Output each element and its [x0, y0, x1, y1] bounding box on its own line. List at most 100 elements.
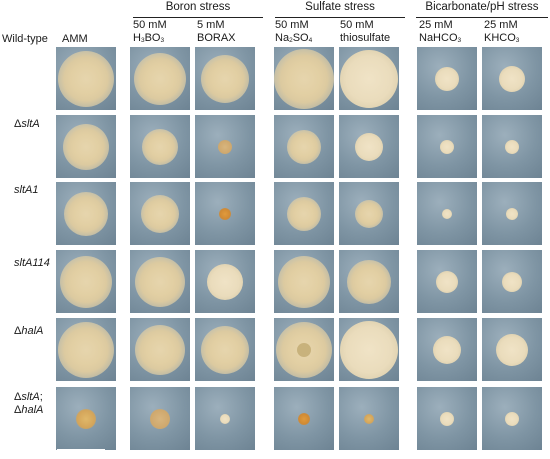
- plate-slta1-h3bo3: [130, 182, 190, 245]
- col-label-thiosulfate: 50 mM thiosulfate: [340, 19, 391, 44]
- colony: [364, 413, 374, 424]
- plate-dhala-amm: [56, 318, 116, 381]
- colony: [278, 255, 330, 308]
- group-rule-boron: [133, 17, 263, 18]
- plate-dslta-thiosulfate: [339, 115, 399, 178]
- plate-slta114-khco3: [482, 250, 542, 313]
- colony: [355, 132, 383, 161]
- plate-slta114-h3bo3: [130, 250, 190, 313]
- colony: [207, 263, 243, 300]
- colony: [355, 199, 383, 228]
- colony: [496, 333, 528, 366]
- row-label-wild-type: Wild-type: [2, 33, 48, 45]
- plate-dhala-nahco3: [417, 318, 477, 381]
- colony: [440, 411, 454, 426]
- colony: [135, 324, 185, 375]
- colony: [435, 66, 459, 91]
- col-label-nahco3: 25 mM NaHCO3: [419, 19, 462, 44]
- colony: [347, 259, 391, 304]
- plate-dhala-khco3: [482, 318, 542, 381]
- colony: [60, 255, 112, 308]
- plate-dslta-khco3: [482, 115, 542, 178]
- plate-slta1-borax: [195, 182, 255, 245]
- group-title-boron: Boron stress: [165, 1, 231, 13]
- colony: [340, 320, 398, 379]
- plate-dslta-na2so4: [274, 115, 334, 178]
- plate-dslta-dhala-amm: [56, 387, 116, 450]
- plate-slta1-khco3: [482, 182, 542, 245]
- row-label-delta-slta: ΔsltA: [14, 118, 40, 130]
- colony: [220, 413, 230, 424]
- col-label-na2so4: 50 mM Na2SO4: [275, 19, 313, 44]
- colony: [76, 408, 96, 429]
- plate-slta114-na2so4: [274, 250, 334, 313]
- colony: [287, 129, 321, 164]
- colony: [442, 208, 452, 219]
- plate-dslta-dhala-nahco3: [417, 387, 477, 450]
- plate-dslta-dhala-khco3: [482, 387, 542, 450]
- colony: [141, 194, 179, 233]
- group-rule-bicarbonate: [416, 17, 548, 18]
- plate-slta114-thiosulfate: [339, 250, 399, 313]
- colony: [134, 52, 186, 105]
- colony: [287, 196, 321, 231]
- colony: [58, 321, 114, 378]
- colony: [64, 191, 108, 236]
- group-rule-sulfate: [275, 17, 405, 18]
- colony: [58, 50, 114, 107]
- plate-slta114-nahco3: [417, 250, 477, 313]
- colony: [274, 48, 334, 109]
- colony: [440, 139, 454, 154]
- colony: [218, 139, 232, 154]
- plate-dslta-dhala-h3bo3: [130, 387, 190, 450]
- colony: [502, 271, 522, 292]
- plate-wt-thiosulfate: [339, 47, 399, 110]
- plate-wt-h3bo3: [130, 47, 190, 110]
- colony: [63, 123, 109, 170]
- plate-dslta-nahco3: [417, 115, 477, 178]
- plate-wt-amm: [56, 47, 116, 110]
- colony: [150, 408, 170, 429]
- row-label-slta1: sltA1: [14, 184, 39, 196]
- colony: [201, 325, 249, 374]
- colony: [135, 256, 185, 307]
- colony: [506, 207, 518, 220]
- plate-dhala-na2so4: [274, 318, 334, 381]
- colony: [505, 411, 519, 426]
- col-label-borax: 5 mM BORAX: [197, 19, 236, 44]
- plate-wt-na2so4: [274, 47, 334, 110]
- plate-dslta-dhala-borax: [195, 387, 255, 450]
- colony: [436, 270, 458, 293]
- colony: [505, 139, 519, 154]
- colony: [499, 65, 525, 92]
- scale-bar: [57, 449, 105, 451]
- plate-dslta-h3bo3: [130, 115, 190, 178]
- colony: [219, 207, 231, 220]
- plate-slta114-amm: [56, 250, 116, 313]
- plate-wt-borax: [195, 47, 255, 110]
- plate-dslta-amm: [56, 115, 116, 178]
- plate-slta1-na2so4: [274, 182, 334, 245]
- colony: [298, 412, 310, 425]
- col-label-khco3: 25 mM KHCO3: [484, 19, 520, 44]
- plate-wt-khco3: [482, 47, 542, 110]
- row-label-delta-hala: ΔhalA: [14, 325, 44, 337]
- plate-dslta-dhala-na2so4: [274, 387, 334, 450]
- plate-dslta-borax: [195, 115, 255, 178]
- col-label-amm: AMM: [62, 33, 88, 45]
- plate-slta114-borax: [195, 250, 255, 313]
- plate-dhala-borax: [195, 318, 255, 381]
- col-label-h3bo3: 50 mM H3BO3: [133, 19, 167, 44]
- group-title-bicarbonate: Bicarbonate/pH stress: [425, 1, 539, 13]
- row-label-delta-slta-delta-hala: ΔsltA; ΔhalA: [14, 391, 44, 416]
- colony: [142, 128, 178, 165]
- plate-dslta-dhala-thiosulfate: [339, 387, 399, 450]
- group-title-sulfate: Sulfate stress: [305, 1, 375, 13]
- colony: [201, 54, 249, 103]
- row-label-slta114: sltA114: [14, 257, 50, 269]
- colony: [433, 335, 461, 364]
- plate-slta1-nahco3: [417, 182, 477, 245]
- colony-center: [297, 342, 311, 357]
- plate-wt-nahco3: [417, 47, 477, 110]
- colony: [340, 49, 398, 108]
